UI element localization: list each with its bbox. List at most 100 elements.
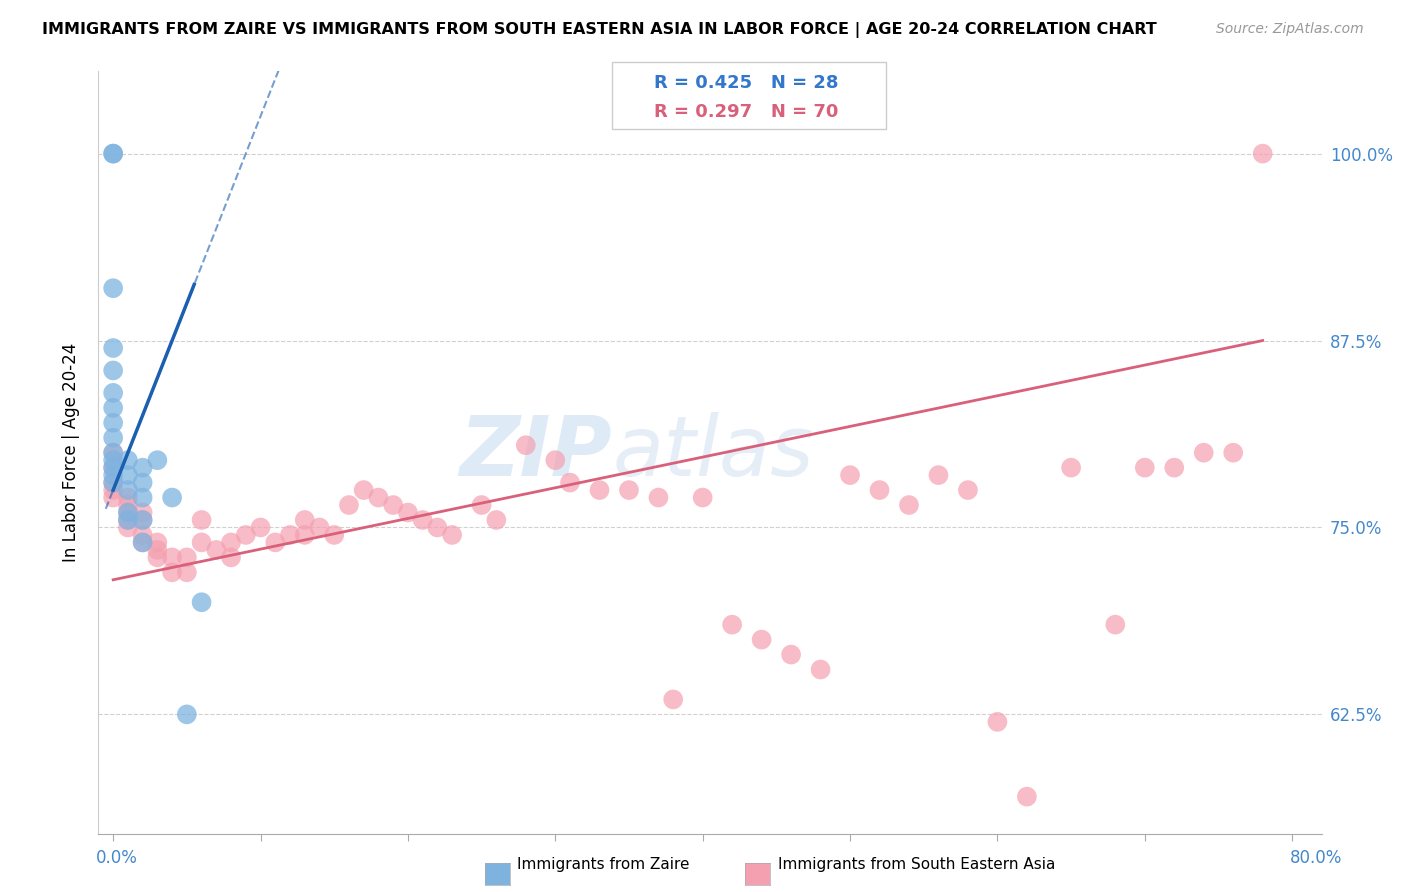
Point — [986, 714, 1008, 729]
Point — [160, 550, 183, 565]
Point — [101, 453, 124, 467]
Point — [101, 483, 124, 497]
Point — [249, 520, 271, 534]
Point — [101, 146, 124, 161]
Point — [101, 385, 124, 400]
Point — [101, 475, 124, 490]
Point — [927, 468, 949, 483]
Point — [751, 632, 773, 647]
Point — [190, 535, 212, 549]
Point — [692, 491, 714, 505]
Point — [441, 528, 464, 542]
Point — [101, 491, 124, 505]
Point — [117, 468, 139, 483]
Point — [131, 491, 153, 505]
Point — [1015, 789, 1038, 804]
Point — [176, 566, 198, 580]
Point — [471, 498, 494, 512]
Point — [412, 513, 434, 527]
Point — [264, 535, 287, 549]
Point — [117, 506, 139, 520]
Point — [131, 528, 153, 542]
Point — [117, 513, 139, 527]
Point — [146, 535, 169, 549]
Point — [205, 542, 228, 557]
Point — [117, 453, 139, 467]
Text: IMMIGRANTS FROM ZAIRE VS IMMIGRANTS FROM SOUTH EASTERN ASIA IN LABOR FORCE | AGE: IMMIGRANTS FROM ZAIRE VS IMMIGRANTS FROM… — [42, 22, 1157, 38]
Point — [485, 513, 508, 527]
Point — [101, 146, 124, 161]
Point — [117, 483, 139, 497]
Point — [176, 707, 198, 722]
Point — [353, 483, 375, 497]
Point — [190, 595, 212, 609]
Point — [160, 491, 183, 505]
Point — [396, 506, 419, 520]
Point — [869, 483, 891, 497]
Point — [839, 468, 862, 483]
Point — [810, 663, 832, 677]
Point — [294, 528, 316, 542]
Point — [131, 475, 153, 490]
Point — [617, 483, 640, 497]
Point — [662, 692, 685, 706]
Point — [101, 445, 124, 459]
Point — [101, 431, 124, 445]
Point — [131, 535, 153, 549]
Point — [101, 401, 124, 415]
Point — [117, 498, 139, 512]
Point — [101, 281, 124, 295]
Point — [117, 520, 139, 534]
Text: R = 0.297   N = 70: R = 0.297 N = 70 — [654, 103, 838, 120]
Point — [1060, 460, 1083, 475]
Point — [117, 513, 139, 527]
Point — [101, 475, 124, 490]
Point — [101, 363, 124, 377]
Point — [117, 506, 139, 520]
Point — [780, 648, 803, 662]
Point — [101, 460, 124, 475]
Point — [721, 617, 744, 632]
Point — [101, 445, 124, 459]
Point — [278, 528, 301, 542]
Point — [544, 453, 567, 467]
Point — [146, 550, 169, 565]
Point — [160, 566, 183, 580]
Point — [382, 498, 405, 512]
Point — [101, 468, 124, 483]
Text: Immigrants from Zaire: Immigrants from Zaire — [517, 857, 690, 872]
Text: ZIP: ZIP — [460, 412, 612, 493]
Point — [367, 491, 389, 505]
Point — [219, 550, 242, 565]
Point — [294, 513, 316, 527]
Point — [176, 550, 198, 565]
Point — [1104, 617, 1126, 632]
Point — [588, 483, 610, 497]
Point — [101, 460, 124, 475]
Point — [426, 520, 449, 534]
Text: Source: ZipAtlas.com: Source: ZipAtlas.com — [1216, 22, 1364, 37]
Point — [1163, 460, 1185, 475]
Point — [515, 438, 537, 452]
Point — [131, 513, 153, 527]
Point — [117, 491, 139, 505]
Point — [1133, 460, 1156, 475]
Point — [558, 475, 581, 490]
Point — [337, 498, 360, 512]
Point — [1222, 445, 1244, 459]
Text: 80.0%: 80.0% — [1291, 849, 1343, 867]
Point — [190, 513, 212, 527]
Point — [1192, 445, 1215, 459]
Point — [219, 535, 242, 549]
Point — [956, 483, 979, 497]
Y-axis label: In Labor Force | Age 20-24: In Labor Force | Age 20-24 — [62, 343, 80, 562]
Point — [235, 528, 257, 542]
Point — [1251, 146, 1274, 161]
Text: atlas: atlas — [612, 412, 814, 493]
Point — [898, 498, 921, 512]
Point — [131, 535, 153, 549]
Point — [131, 460, 153, 475]
Point — [146, 542, 169, 557]
Point — [131, 506, 153, 520]
Text: Immigrants from South Eastern Asia: Immigrants from South Eastern Asia — [778, 857, 1054, 872]
